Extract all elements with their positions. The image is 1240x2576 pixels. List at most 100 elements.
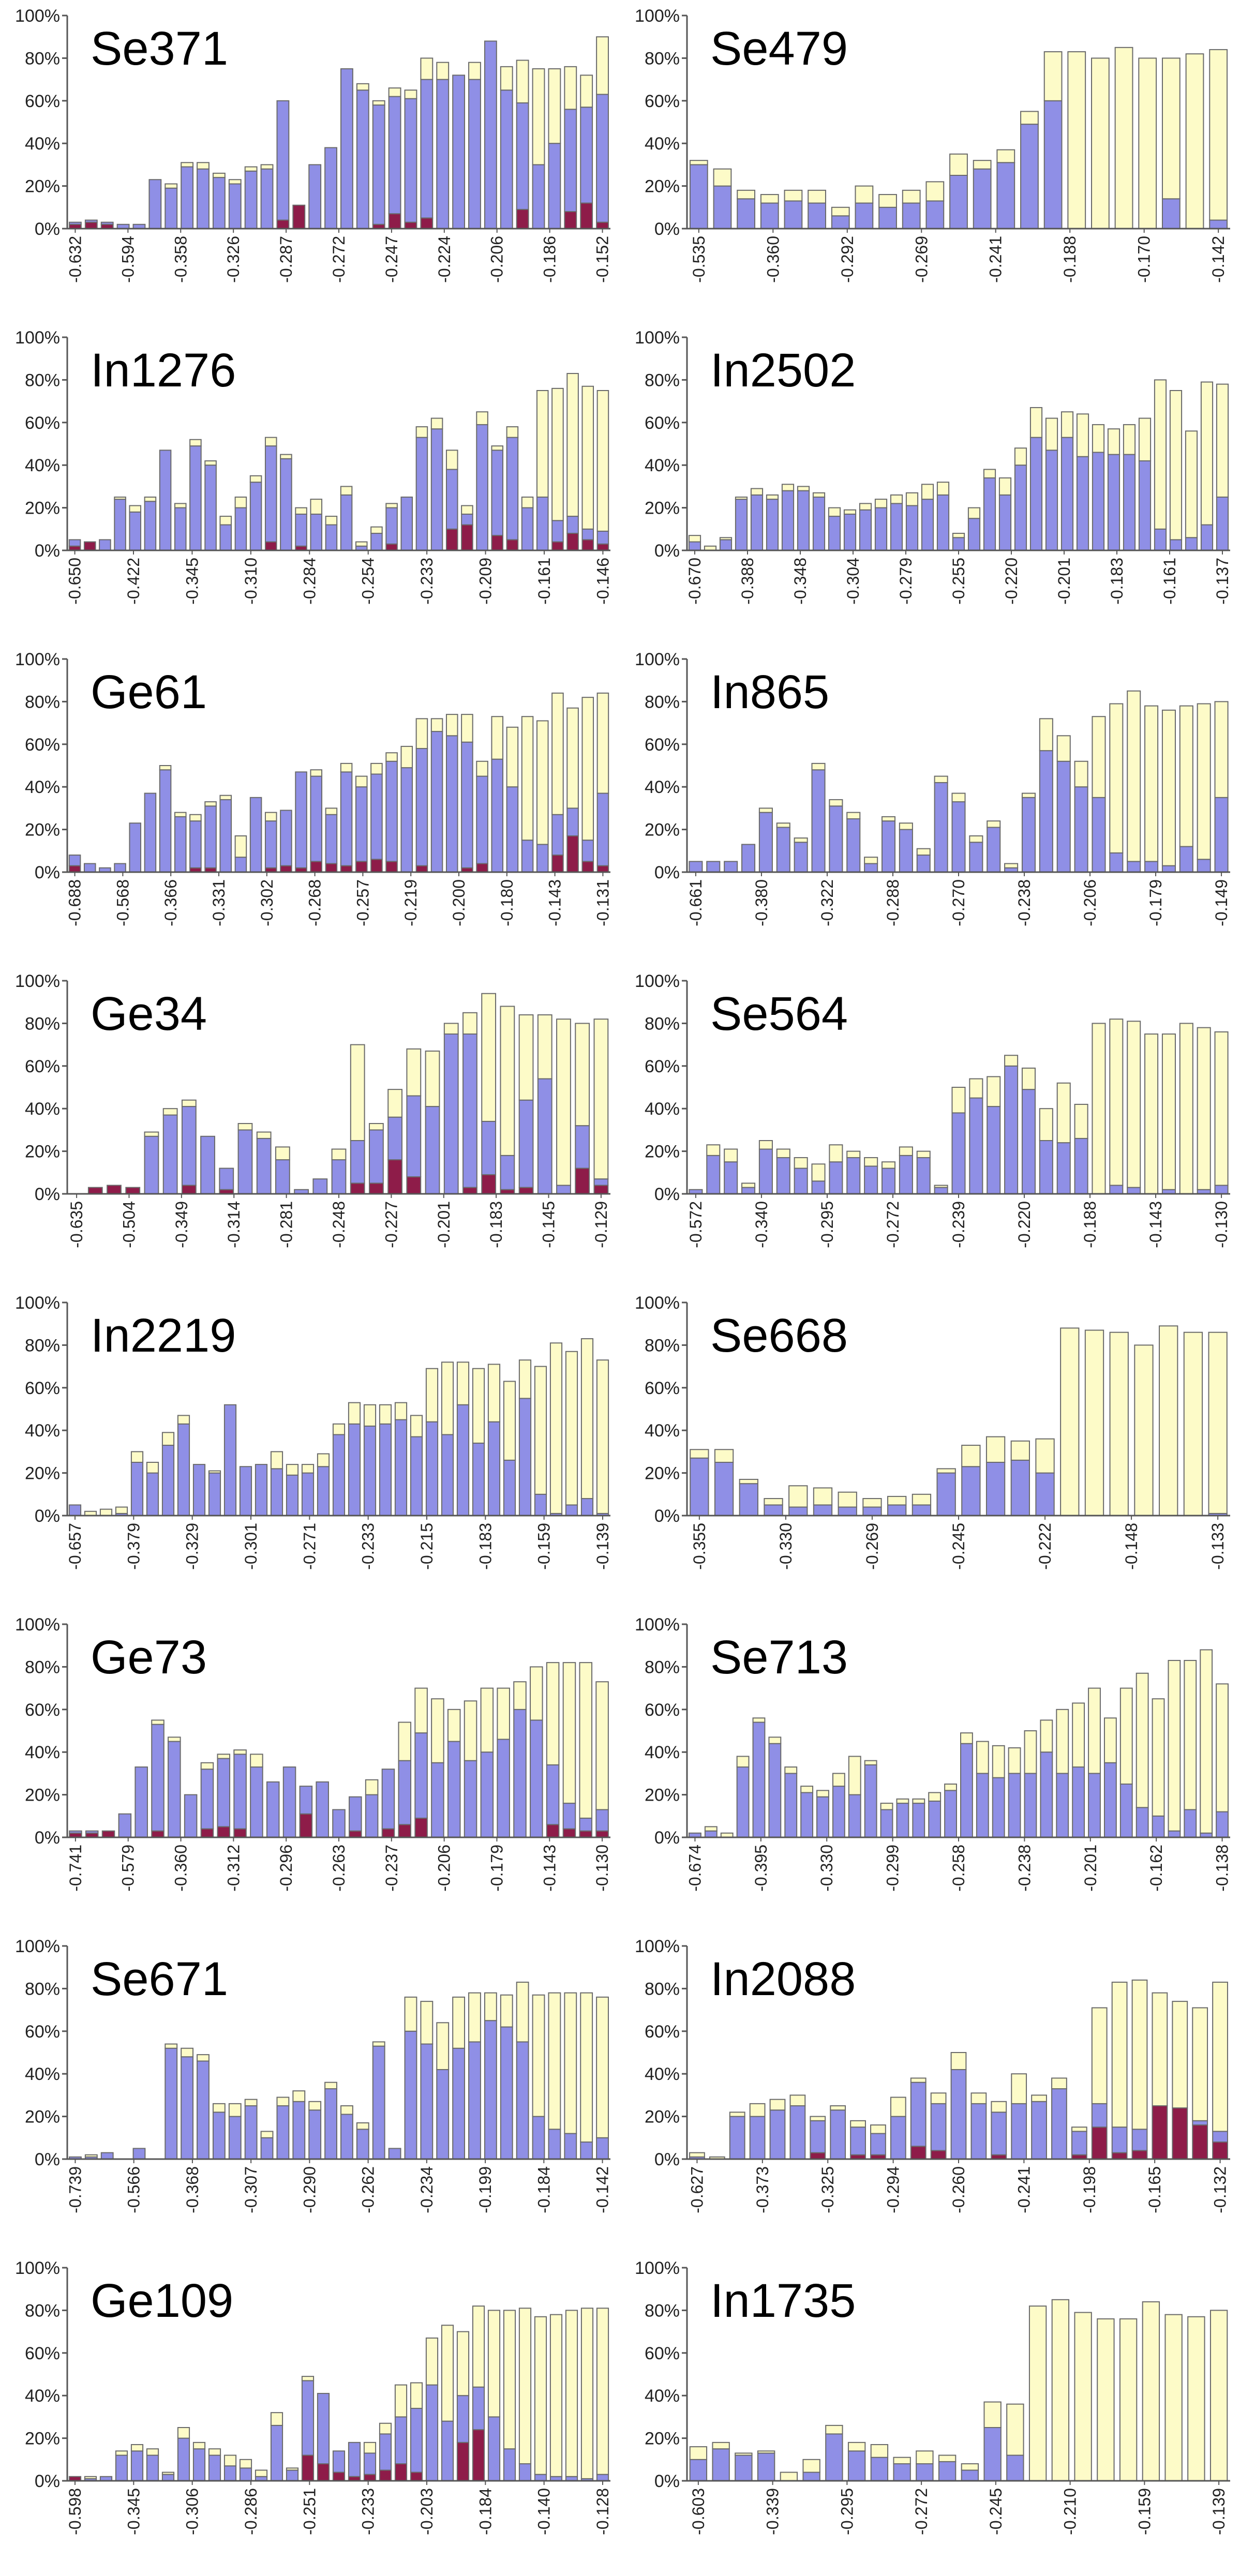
x-tick-label: -0.129 [592,1201,610,1248]
x-tick-label: -0.295 [818,1201,836,1248]
bar-blue [118,1813,132,1838]
bar-yellow [549,2314,563,2477]
bar-blue [1039,750,1053,873]
bar-blue [452,74,466,230]
bar-yellow [276,2096,290,2106]
bar-blue [830,2109,846,2160]
bar-blue [596,530,609,545]
x-tick-label: -0.306 [183,2488,202,2535]
chart-panel-se479: 0% 20% 40% 60% 80% 100% -0.535 -0.360 -0.292 -0.2… [635,6,1230,283]
x-tick-label: -0.270 [949,879,968,926]
x-tick-label: -0.670 [685,558,704,605]
bar-blue [237,1129,253,1194]
y-tick-label: 100% [15,971,60,991]
x-tick-label: -0.368 [183,2166,202,2213]
bar-blue [436,2069,450,2160]
bar-yellow [264,812,277,822]
bar-blue [312,1178,328,1195]
bar-red [264,541,277,551]
bar-blue [244,2105,258,2160]
y-tick-label: 80% [25,1336,60,1355]
x-tick-label: -0.395 [752,1845,770,1892]
bar-yellow [250,1754,263,1768]
bar-blue [385,760,398,862]
bar-yellow [1200,1649,1213,1834]
y-tick-label: 0% [35,1828,60,1848]
bar-yellow [310,769,323,777]
bar-blue [159,450,172,551]
x-tick-label: -0.140 [535,2488,554,2535]
x-tick-label: -0.143 [1146,1201,1165,1248]
x-tick-label: -0.331 [210,879,228,926]
bar-blue [952,537,965,551]
bar-blue [998,494,1012,551]
bar-blue [1169,539,1183,551]
x-tick-label: -0.238 [1015,1845,1034,1892]
x-tick-label: -0.241 [987,236,1005,283]
bar-yellow [1043,51,1063,101]
bar-yellow [938,2454,957,2462]
bar-yellow [84,2154,98,2158]
bar-blue [532,2116,545,2160]
bar-blue [546,1764,560,1825]
bar-blue [208,1472,221,1517]
bar-yellow [301,1464,315,1474]
x-tick-label: -0.131 [593,879,612,926]
bar-yellow [324,2081,337,2090]
bar-yellow [992,1745,1005,1778]
bar-red [580,202,593,229]
bar-yellow [468,1992,481,2043]
bar-red [472,2429,485,2481]
chart-panel-se713: 0% 20% 40% 60% 80% 100% -0.674 -0.395 -0.330 -0.2… [635,1615,1232,1892]
bar-red [518,1187,534,1195]
bar-yellow [551,387,564,521]
bar-blue [181,166,194,229]
bar-blue [934,782,948,873]
x-tick-label: -0.288 [884,879,902,926]
x-tick-label: -0.179 [488,1845,506,1892]
bar-blue [784,1773,798,1838]
bar-blue [356,89,369,229]
chart-title: In2088 [710,1953,856,2005]
x-tick-label: -0.139 [1209,2488,1228,2535]
bar-yellow [1109,1019,1124,1186]
bar-yellow [912,1798,925,1804]
bar-yellow [944,1784,957,1791]
bar-blue [825,2433,843,2481]
bar-blue [385,507,398,545]
bar-yellow [910,2077,927,2083]
y-tick-label: 40% [25,1743,60,1762]
bar-yellow [776,1148,790,1158]
bar-yellow [1021,792,1036,798]
bar-yellow [689,2152,705,2158]
bar-blue [534,2474,547,2482]
bar-red [101,1830,115,1838]
bar-yellow [802,2459,820,2473]
bar-blue [165,2047,178,2160]
bar-yellow [874,499,888,508]
bar-blue [500,89,513,229]
chart-title: Ge109 [91,2274,233,2327]
x-tick-label: -0.269 [863,1523,882,1570]
bar-yellow [960,1732,973,1744]
bar-yellow [130,2444,144,2452]
bar-yellow [487,2310,501,2418]
bar-blue [862,1506,882,1516]
bar-yellow [369,1123,384,1131]
bar-yellow [219,516,232,526]
bar-blue [189,445,202,551]
bar-blue [295,771,307,868]
bar-blue [579,1817,593,1832]
bar-blue [769,2109,786,2160]
bar-red [551,855,564,873]
bar-yellow [991,2101,1007,2113]
x-tick-label: -0.245 [987,2488,1005,2535]
bar-blue [689,164,708,229]
y-tick-label: 0% [35,541,60,561]
bar-yellow [1092,1023,1106,1195]
x-tick-label: -0.233 [359,2488,378,2535]
bar-blue [970,2103,987,2160]
x-tick-label: -0.146 [593,558,612,605]
bar-yellow [566,707,579,809]
bar-blue [1091,2103,1108,2128]
